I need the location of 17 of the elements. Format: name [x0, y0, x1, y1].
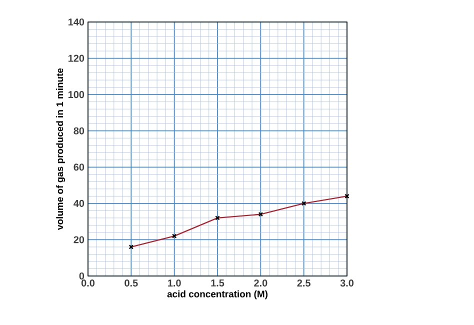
- y-tick-label: 60: [74, 164, 84, 171]
- y-tick-label: 140: [68, 18, 84, 26]
- x-tick-label: 2.0: [254, 280, 268, 287]
- x-tick-label: 0.0: [81, 280, 95, 287]
- y-tick-label: 0: [79, 272, 84, 280]
- y-tick-label: 120: [68, 54, 84, 62]
- x-tick-label: 1.0: [168, 280, 181, 287]
- x-tick-label: 1.5: [211, 280, 224, 286]
- y-tick-label: 80: [74, 127, 84, 134]
- x-tick-label: 2.5: [297, 280, 310, 287]
- y-tick-label: 20: [74, 236, 84, 244]
- x-tick-label: 3.0: [340, 280, 354, 287]
- y-axis-title: volume of gas produced in 1 minute: [56, 68, 66, 230]
- y-tick-label: 100: [68, 91, 84, 98]
- x-tick-label: 0.5: [124, 280, 138, 287]
- y-tick-label: 40: [74, 200, 84, 207]
- x-axis-title: acid concentration (M): [167, 290, 268, 300]
